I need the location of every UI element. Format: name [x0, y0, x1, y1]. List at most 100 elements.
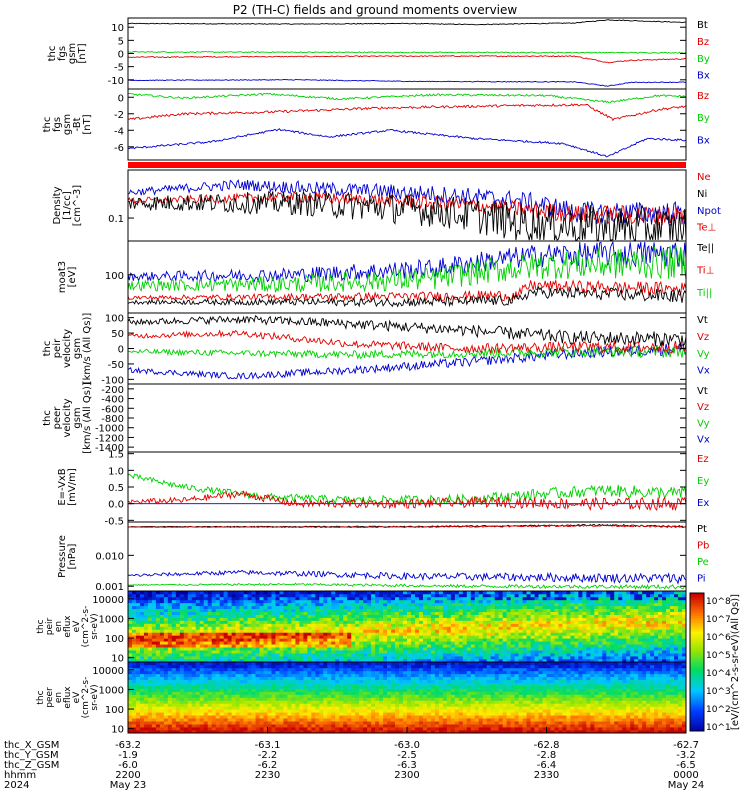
spectrogram-cell — [239, 596, 244, 601]
spectrogram-cell — [371, 608, 376, 613]
spectrogram-cell — [139, 602, 145, 607]
spectrogram-cell — [430, 593, 436, 598]
spectrogram-cell — [323, 679, 328, 684]
spectrogram-cell — [399, 602, 404, 607]
spectrogram-cell — [139, 614, 145, 618]
spectrogram-cell — [430, 650, 436, 654]
spectrogram-cell — [163, 644, 169, 648]
spectrogram-cell — [510, 593, 515, 598]
spectrogram-cell — [391, 653, 396, 657]
spectrogram-cell — [287, 670, 292, 675]
spectrogram-cell — [614, 644, 619, 648]
spectrogram-cell — [203, 724, 209, 728]
spectrogram-cell — [359, 679, 364, 684]
spectrogram-cell — [327, 626, 332, 630]
spectrogram-cell — [630, 644, 635, 648]
spectrogram-cell — [175, 620, 181, 624]
spectrogram-cell — [259, 596, 264, 601]
spectrogram-cell — [410, 638, 416, 642]
spectrogram-cell — [191, 617, 197, 621]
spectrogram-cell — [199, 682, 205, 686]
spectrogram-cell — [414, 608, 420, 613]
spectrogram-cell — [323, 623, 328, 627]
spectrogram-cell — [339, 697, 344, 701]
spectrogram-cell — [387, 635, 392, 639]
spectrogram-cell — [650, 602, 655, 607]
y-axis-label: en — [54, 621, 64, 632]
spectrogram-cell — [414, 656, 420, 660]
spectrogram-cell — [474, 605, 480, 610]
spectrogram-cell — [666, 644, 671, 648]
spectrogram-cell — [311, 632, 316, 636]
spectrogram-cell — [454, 591, 460, 595]
spectrogram-cell — [466, 632, 472, 636]
spectrogram-cell — [478, 617, 484, 621]
spectrogram-cell — [371, 626, 376, 630]
spectrogram-cell — [395, 656, 400, 660]
spectrogram-cell — [614, 647, 619, 651]
spectrogram-cell — [151, 650, 157, 654]
spectrogram-cell — [363, 721, 368, 725]
spectrogram-cell — [259, 712, 264, 716]
spectrogram-cell — [187, 614, 193, 618]
spectrogram-cell — [578, 653, 583, 657]
spectrogram-cell — [638, 632, 643, 636]
spectrogram-cell — [590, 614, 595, 618]
spectrogram-cell — [426, 659, 432, 663]
spectrogram-cell — [295, 682, 300, 686]
spectrogram-cell — [187, 611, 193, 615]
spectrogram-cell — [570, 629, 575, 633]
spectrogram-cell — [570, 659, 575, 663]
spectrogram-cell — [219, 635, 224, 639]
spectrogram-cell — [135, 679, 141, 684]
spectrogram-cell — [606, 620, 611, 624]
spectrogram-cell — [662, 626, 667, 630]
spectrogram-cell — [359, 697, 364, 701]
series-Ey-line — [127, 473, 687, 507]
spectrogram-cell — [383, 656, 388, 660]
spectrogram-cell — [395, 617, 400, 621]
spectrogram-cell — [590, 605, 595, 610]
spectrogram-cell — [239, 617, 244, 621]
spectrogram-cell — [582, 629, 587, 633]
spectrogram-cell — [279, 727, 284, 731]
spectrogram-cell — [538, 620, 543, 624]
spectrogram-cell — [211, 727, 216, 731]
spectrogram-cell — [514, 632, 519, 636]
spectrogram-cell — [642, 638, 647, 642]
spectrogram-cell — [578, 656, 583, 660]
spectrogram-cell — [327, 667, 332, 672]
spectrogram-cell — [259, 667, 264, 672]
spectrogram-cell — [355, 727, 360, 731]
y-axis-label: [cm^-3] — [72, 185, 83, 226]
spectrogram-cell — [283, 706, 288, 710]
spectrogram-cell — [307, 718, 312, 722]
spectrogram-cell — [227, 721, 232, 725]
spectrogram-cell — [215, 688, 220, 692]
spectrogram-cell — [674, 593, 679, 598]
spectrogram-cell — [187, 718, 193, 722]
spectrogram-cell — [135, 676, 141, 681]
spectrogram-cell — [650, 656, 655, 660]
spectrogram-cell — [131, 730, 137, 734]
spectrogram-cell — [666, 605, 671, 610]
spectrogram-cell — [287, 591, 292, 595]
spectrogram-cell — [343, 620, 348, 624]
spectrogram-cell — [367, 647, 372, 651]
spectrogram-cell — [135, 691, 141, 695]
spectrogram-cell — [562, 635, 567, 639]
spectrogram-cell — [363, 700, 368, 704]
spectrogram-cell — [235, 608, 240, 613]
spectrogram-cell — [175, 712, 181, 716]
spectrogram-cell — [371, 656, 376, 660]
spectrogram-cell — [347, 688, 352, 692]
spectrogram-cell — [311, 700, 316, 704]
spectrogram-cell — [582, 605, 587, 610]
spectrogram-cell — [128, 676, 133, 681]
spectrogram-cell — [147, 706, 153, 710]
spectrogram-cell — [295, 688, 300, 692]
y-axis-label: [nT] — [77, 43, 88, 63]
spectrogram-cell — [239, 682, 244, 686]
spectrogram-cell — [510, 635, 515, 639]
spectrogram-cell — [303, 596, 308, 601]
